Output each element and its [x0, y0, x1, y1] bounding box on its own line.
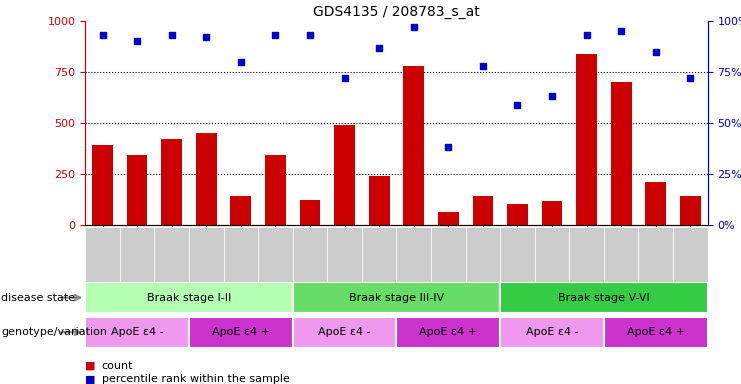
Bar: [500, 227, 535, 282]
Point: [131, 38, 143, 45]
Point: [685, 75, 697, 81]
Point: [373, 45, 385, 51]
Point: [511, 101, 523, 108]
Bar: [569, 227, 604, 282]
Bar: [299, 200, 320, 225]
Point: [615, 28, 627, 35]
Bar: [680, 196, 701, 225]
Point: [304, 32, 316, 38]
Bar: [362, 227, 396, 282]
Point: [477, 63, 489, 69]
Bar: [604, 317, 708, 348]
Text: ■: ■: [85, 374, 99, 384]
Bar: [189, 317, 293, 348]
Bar: [127, 156, 147, 225]
Bar: [535, 227, 569, 282]
Text: Braak stage I-II: Braak stage I-II: [147, 293, 231, 303]
Bar: [265, 156, 286, 225]
Bar: [230, 196, 251, 225]
Bar: [403, 66, 424, 225]
Text: ■: ■: [85, 361, 99, 371]
Bar: [334, 125, 355, 225]
Bar: [465, 227, 500, 282]
Bar: [396, 317, 500, 348]
Bar: [438, 212, 459, 225]
Point: [442, 144, 454, 151]
Text: disease state: disease state: [1, 293, 76, 303]
Bar: [328, 227, 362, 282]
Bar: [500, 282, 708, 313]
Text: percentile rank within the sample: percentile rank within the sample: [102, 374, 290, 384]
Title: GDS4135 / 208783_s_at: GDS4135 / 208783_s_at: [313, 5, 480, 19]
Bar: [369, 176, 390, 225]
Point: [270, 32, 282, 38]
Bar: [673, 227, 708, 282]
Text: ApoE ε4 +: ApoE ε4 +: [419, 327, 477, 337]
Bar: [293, 282, 500, 313]
Point: [408, 24, 419, 30]
Text: ApoE ε4 +: ApoE ε4 +: [627, 327, 685, 337]
Point: [235, 59, 247, 65]
Text: Braak stage V-VI: Braak stage V-VI: [558, 293, 650, 303]
Text: count: count: [102, 361, 133, 371]
Bar: [154, 227, 189, 282]
Bar: [542, 201, 562, 225]
Bar: [604, 227, 639, 282]
Text: ApoE ε4 -: ApoE ε4 -: [318, 327, 371, 337]
Text: ApoE ε4 -: ApoE ε4 -: [525, 327, 579, 337]
Bar: [189, 227, 224, 282]
Bar: [120, 227, 154, 282]
Bar: [85, 282, 293, 313]
Bar: [196, 133, 216, 225]
Bar: [162, 139, 182, 225]
Bar: [473, 196, 494, 225]
Point: [650, 49, 662, 55]
Point: [546, 93, 558, 99]
Bar: [258, 227, 293, 282]
Bar: [293, 227, 328, 282]
Bar: [224, 227, 258, 282]
Bar: [85, 317, 189, 348]
Bar: [507, 204, 528, 225]
Text: genotype/variation: genotype/variation: [1, 327, 107, 337]
Bar: [396, 227, 431, 282]
Bar: [645, 182, 666, 225]
Bar: [611, 82, 631, 225]
Text: Braak stage III-IV: Braak stage III-IV: [349, 293, 444, 303]
Text: ApoE ε4 -: ApoE ε4 -: [110, 327, 164, 337]
Point: [166, 32, 178, 38]
Text: ApoE ε4 +: ApoE ε4 +: [212, 327, 270, 337]
Bar: [576, 54, 597, 225]
Bar: [431, 227, 465, 282]
Bar: [293, 317, 396, 348]
Bar: [85, 227, 120, 282]
Point: [581, 32, 593, 38]
Point: [200, 34, 212, 40]
Point: [96, 32, 108, 38]
Bar: [639, 227, 673, 282]
Bar: [500, 317, 604, 348]
Point: [339, 75, 350, 81]
Bar: [92, 145, 113, 225]
